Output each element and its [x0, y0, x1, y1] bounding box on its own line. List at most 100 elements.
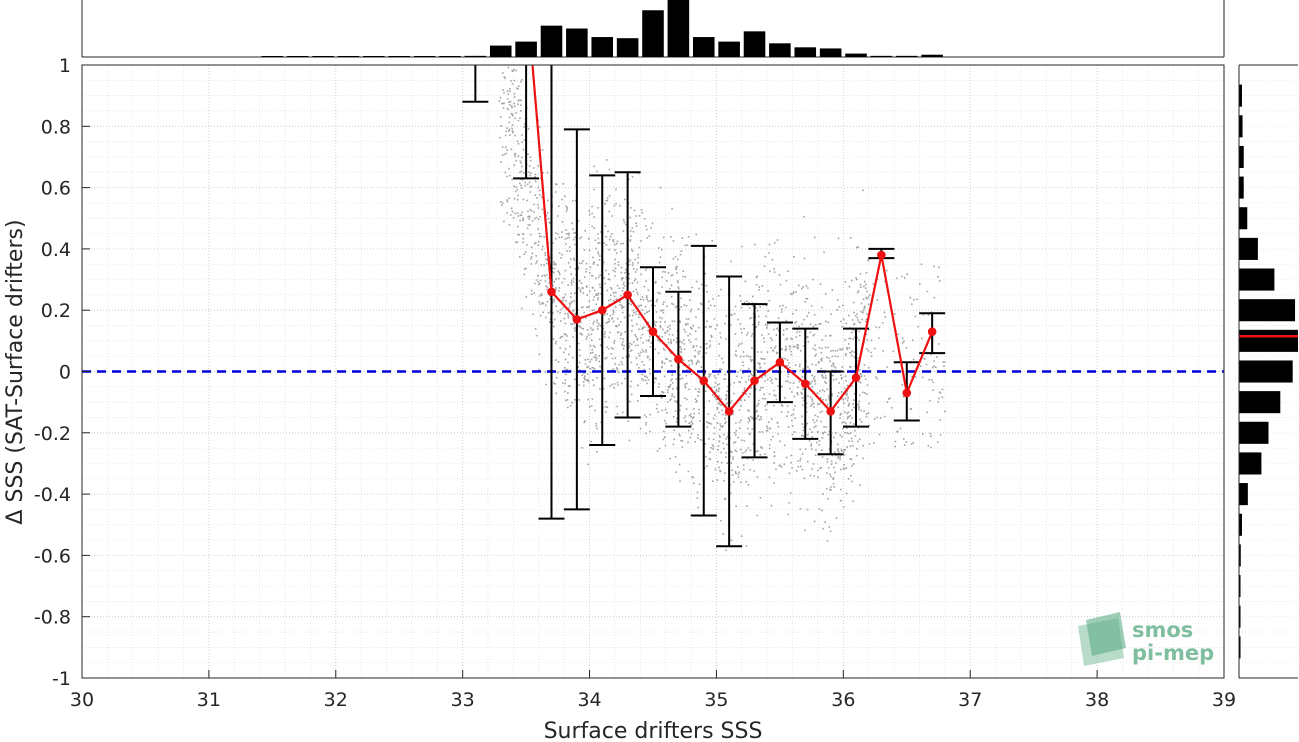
errorbar	[513, 65, 540, 180]
y-axis-label: Δ SSS (SAT-Surface drifters)	[3, 219, 28, 524]
top-histogram-bar	[591, 37, 614, 57]
y-tick-label: -0.2	[34, 423, 71, 445]
y-tick-label: 0.4	[41, 239, 71, 261]
y-tick-labels: -1 -0.8 -0.6 -0.4 -0.2 0 0.2 0.4 0.6 0.8 1	[34, 55, 90, 690]
top-histogram-bar	[616, 38, 639, 57]
x-tick-label: 36	[831, 689, 855, 711]
right-histogram-bar	[1239, 145, 1244, 168]
x-tick-label: 32	[324, 689, 348, 711]
y-tick-label: 0.6	[41, 178, 71, 200]
top-histogram	[81, 0, 1225, 58]
top-histogram-bar	[642, 10, 664, 57]
top-histogram-bar	[337, 56, 360, 57]
top-histogram-bar	[489, 45, 512, 57]
right-histogram-bar	[1239, 452, 1262, 475]
top-histogram-bar	[540, 25, 563, 57]
top-histogram-bar	[363, 56, 385, 57]
x-tick-label: 37	[958, 689, 982, 711]
right-histogram-bar	[1239, 391, 1281, 414]
mean-marker	[750, 376, 759, 385]
top-histogram-bar	[286, 56, 309, 57]
top-histogram-bar	[769, 43, 791, 57]
right-histogram-bar	[1239, 636, 1241, 659]
y-tick-label: 0.2	[41, 300, 71, 322]
top-histogram-bar	[692, 37, 715, 57]
top-histogram-bar	[413, 56, 436, 57]
mean-marker	[826, 407, 835, 416]
x-tick-label: 35	[704, 689, 728, 711]
mean-marker	[775, 358, 785, 367]
top-histogram-bar	[312, 56, 334, 57]
right-histogram-bar	[1239, 544, 1241, 567]
y-tick-label: -0.6	[34, 545, 71, 567]
errorbar	[462, 65, 489, 103]
scatter-points	[498, 66, 946, 551]
right-histogram-bar	[1239, 421, 1269, 444]
mean-marker	[547, 287, 556, 297]
y-tick-label: 0	[59, 362, 71, 384]
logo-line1: smos	[1132, 618, 1193, 642]
mean-marker	[699, 376, 709, 385]
top-histogram-bars	[261, 0, 943, 57]
right-histogram-bar	[1239, 207, 1248, 230]
top-histogram-bar	[921, 54, 943, 57]
mean-marker	[800, 379, 810, 389]
main-plot: 30 31 32 33 34 35 36 37 38 39 -1 -0.8 -0.6 -0.4 -0.2 0…	[3, 55, 1236, 742]
right-histogram-bar	[1239, 329, 1298, 352]
top-histogram-bar	[870, 55, 893, 57]
scatter-cloud	[498, 66, 946, 551]
logo-line2: pi-mep	[1132, 641, 1214, 665]
top-histogram-bar	[515, 41, 537, 57]
top-histogram-bar	[261, 56, 284, 57]
right-histogram-bar	[1239, 483, 1248, 506]
x-tick-label: 38	[1085, 689, 1109, 711]
mean-marker	[927, 327, 937, 336]
mean-marker	[597, 305, 607, 315]
right-histogram-bar	[1239, 237, 1258, 260]
right-histogram-bar	[1239, 513, 1242, 536]
top-histogram-bar	[718, 41, 740, 57]
x-tick-label: 34	[577, 689, 601, 711]
binned-mean-markers	[547, 250, 937, 416]
top-histogram-bar	[794, 47, 817, 57]
mean-marker	[623, 290, 632, 300]
y-tick-label: -0.4	[34, 484, 71, 506]
right-histogram-bar	[1239, 360, 1293, 383]
right-histogram-bar	[1239, 605, 1241, 628]
right-histogram-bar	[1239, 115, 1243, 138]
top-histogram-bar	[845, 53, 867, 57]
x-tick-labels: 30 31 32 33 34 35 36 37 38 39	[70, 670, 1236, 711]
mean-marker	[877, 250, 886, 260]
smos-pi-mep-logo: smos pi-mep	[1078, 612, 1214, 666]
right-histogram-bar	[1239, 299, 1296, 322]
top-histogram-bar	[819, 48, 842, 57]
mean-marker	[572, 315, 582, 324]
top-histogram-bar	[388, 56, 411, 57]
top-histogram-bar	[667, 0, 690, 57]
x-tick-label: 33	[451, 689, 475, 711]
mean-marker	[851, 373, 861, 382]
errorbars	[462, 65, 946, 548]
x-axis-label: Surface drifters SSS	[544, 719, 763, 742]
y-tick-label: 1	[59, 55, 71, 77]
y-tick-label: -1	[52, 668, 71, 690]
mean-marker	[724, 407, 734, 416]
top-histogram-bar	[895, 55, 918, 57]
top-histogram-bar	[743, 31, 766, 57]
right-histogram-bar	[1239, 176, 1244, 199]
right-histogram-bar	[1239, 575, 1241, 598]
x-tick-label: 30	[70, 689, 94, 711]
top-histogram-bar	[566, 28, 588, 57]
x-tick-label: 31	[197, 689, 221, 711]
right-histogram	[1238, 64, 1298, 679]
mean-marker	[674, 354, 683, 364]
top-histogram-bar	[464, 55, 487, 57]
y-tick-label: 0.8	[41, 116, 71, 138]
y-tick-label: -0.8	[34, 607, 71, 629]
right-histogram-bar	[1239, 268, 1275, 291]
x-tick-label: 39	[1212, 689, 1236, 711]
top-histogram-bar	[439, 56, 461, 57]
right-histogram-bar	[1239, 84, 1242, 107]
mean-marker	[902, 388, 912, 398]
